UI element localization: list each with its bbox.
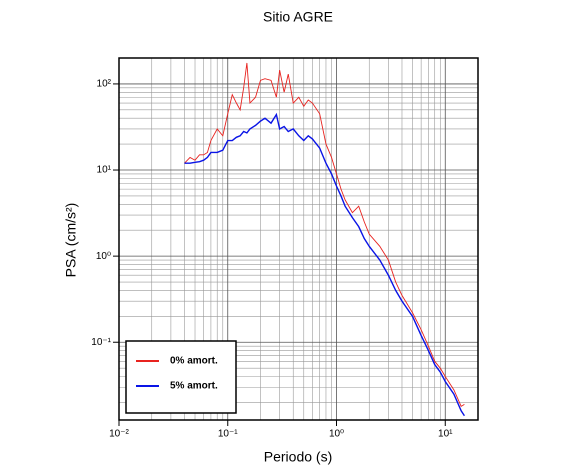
legend-label: 0% amort.	[170, 356, 218, 367]
y-tick-label: 10⁻¹	[91, 337, 111, 348]
plot-frame	[118, 57, 479, 421]
y-axis-label: PSA (cm/s²)	[63, 203, 79, 278]
x-tick-label: 10⁻¹	[218, 429, 238, 440]
y-tick-label: 10²	[97, 79, 112, 90]
x-tick-label: 10⁻²	[109, 429, 129, 440]
legend-label: 5% amort.	[170, 381, 218, 392]
chart-title: Sitio AGRE	[263, 9, 333, 25]
x-axis-label: Periodo (s)	[264, 449, 332, 465]
x-tick-label: 10¹	[438, 429, 453, 440]
data-line	[184, 112, 465, 417]
data-line	[184, 62, 465, 408]
x-tick-label: 10⁰	[329, 429, 344, 440]
legend-box	[125, 340, 237, 414]
y-tick-label: 10¹	[97, 165, 112, 176]
y-tick-label: 10⁰	[96, 251, 111, 262]
